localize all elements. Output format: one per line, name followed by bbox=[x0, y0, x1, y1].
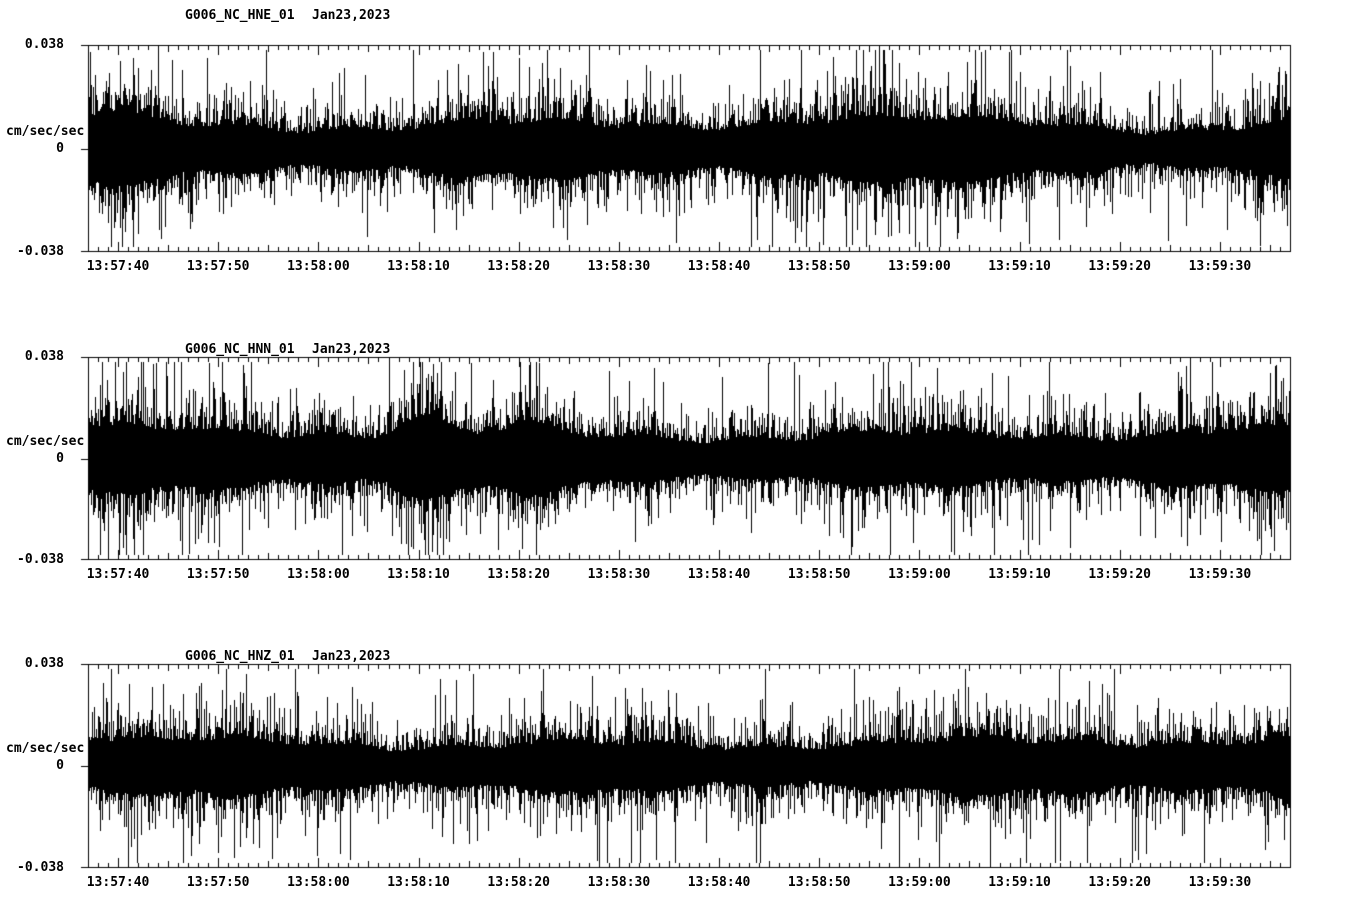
y-axis-unit-label: cm/sec/sec bbox=[6, 741, 85, 756]
x-tick-label: 13:58:00 bbox=[287, 875, 350, 890]
x-tick-label: 13:59:00 bbox=[888, 875, 951, 890]
y-tick-label-zero: 0 bbox=[56, 140, 64, 156]
x-tick-label: 13:58:40 bbox=[687, 875, 751, 890]
x-tick-label: 13:57:50 bbox=[186, 875, 250, 890]
trace-channel-label: G006_NC_HNE_01 bbox=[185, 8, 295, 23]
y-tick-label-zero: 0 bbox=[56, 450, 64, 466]
x-tick-label: 13:58:30 bbox=[587, 875, 651, 890]
x-tick-label: 13:59:30 bbox=[1188, 875, 1252, 890]
y-tick-label-max: 0.038 bbox=[24, 37, 64, 52]
waveform-canvas bbox=[76, 351, 1302, 566]
y-tick-label-zero: 0 bbox=[56, 758, 64, 773]
trace-date-label: Jan23,2023 bbox=[312, 8, 391, 23]
y-tick-label-max: 0.038 bbox=[24, 349, 64, 364]
y-tick-label-min: -0.038 bbox=[17, 244, 64, 259]
y-axis-unit-label: cm/sec/sec bbox=[6, 433, 85, 449]
x-tick-label: 13:58:20 bbox=[487, 875, 551, 890]
x-tick-label: 13:58:10 bbox=[387, 875, 450, 890]
y-tick-label-min: -0.038 bbox=[17, 860, 64, 875]
x-tick-label: 13:57:40 bbox=[86, 875, 150, 890]
waveform-canvas bbox=[76, 658, 1302, 874]
x-tick-label: 13:58:50 bbox=[787, 875, 851, 890]
x-tick-label: 13:59:20 bbox=[1088, 875, 1152, 890]
y-tick-label-max: 0.038 bbox=[24, 656, 64, 671]
waveform-canvas bbox=[76, 39, 1302, 258]
y-tick-label-min: -0.038 bbox=[17, 552, 64, 567]
y-axis-unit-label: cm/sec/sec bbox=[6, 123, 85, 139]
x-tick-label: 13:59:10 bbox=[988, 875, 1051, 890]
